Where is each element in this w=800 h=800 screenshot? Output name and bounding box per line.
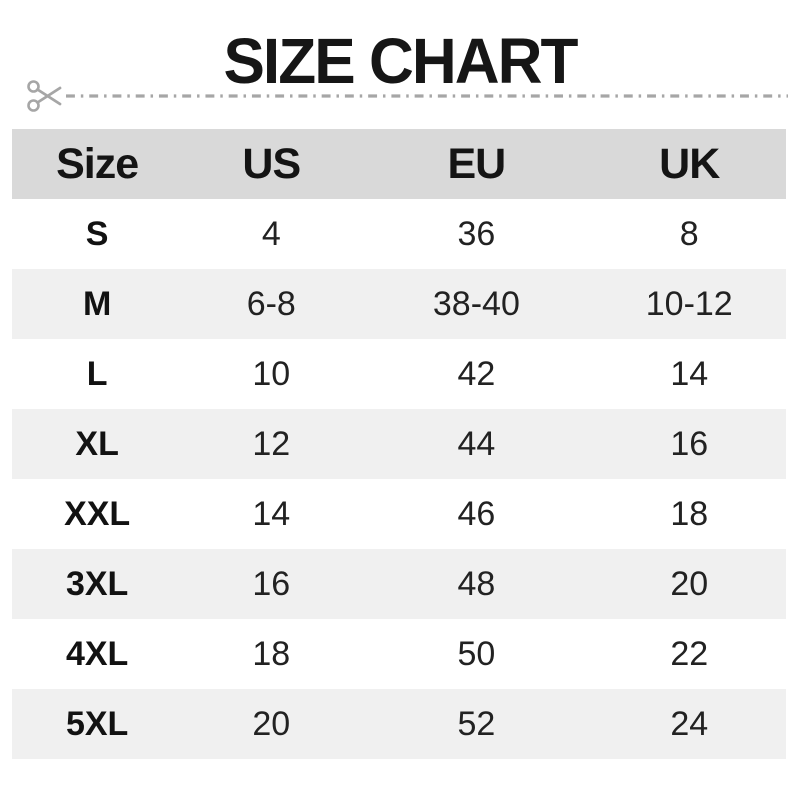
- us-cell: 10: [252, 354, 291, 393]
- table-row: L 10 42 14: [12, 339, 786, 409]
- uk-cell: 16: [592, 409, 786, 479]
- size-cell: 3XL: [12, 549, 183, 619]
- eu-cell: 42: [457, 354, 496, 393]
- us-cell: 16: [182, 549, 361, 619]
- us-cell: 18: [252, 634, 291, 673]
- uk-cell: 10-12: [592, 269, 786, 339]
- column-header-size: Size: [12, 129, 183, 199]
- table-row: XXL 14 46 18: [12, 479, 786, 549]
- table-row: S 4 36 8: [12, 199, 786, 269]
- dash-dot-rule: [66, 94, 788, 98]
- uk-cell: 24: [592, 689, 786, 759]
- table-row: 3XL 16 48 20: [12, 549, 786, 619]
- table-row: 4XL 18 50 22: [12, 619, 786, 689]
- column-header-us: US: [182, 129, 361, 199]
- column-header-eu: EU: [360, 129, 593, 199]
- size-cell: XXL: [64, 494, 131, 533]
- page-title: SIZE CHART: [223, 25, 578, 97]
- size-table: Size US EU UK S 4 36 8 M 6-8 38-40 10-12 L 10 42 14 XL 1…: [12, 129, 786, 759]
- table-row: 5XL 20 52 24: [12, 689, 786, 759]
- eu-cell: 38-40: [360, 269, 593, 339]
- size-table-body: S 4 36 8 M 6-8 38-40 10-12 L 10 42 14 XL 12 44 16 XXL 14 4…: [12, 199, 786, 759]
- us-cell: 14: [252, 494, 291, 533]
- uk-cell: 14: [670, 354, 709, 393]
- uk-cell: 18: [670, 494, 709, 533]
- eu-cell: 50: [457, 634, 496, 673]
- eu-cell: 52: [360, 689, 593, 759]
- table-row: M 6-8 38-40 10-12: [12, 269, 786, 339]
- us-cell: 20: [182, 689, 361, 759]
- scissors-icon: [27, 80, 62, 112]
- size-cell: L: [86, 354, 108, 393]
- size-cell: M: [12, 269, 183, 339]
- uk-cell: 22: [670, 634, 709, 673]
- us-cell: 6-8: [182, 269, 361, 339]
- size-cell: 4XL: [65, 634, 129, 673]
- us-cell: 4: [261, 214, 281, 253]
- size-cell: XL: [12, 409, 183, 479]
- eu-cell: 48: [360, 549, 593, 619]
- uk-cell: 8: [679, 214, 699, 253]
- column-header-uk: UK: [592, 129, 786, 199]
- size-cell: 5XL: [12, 689, 183, 759]
- size-table-header: Size US EU UK: [12, 129, 786, 199]
- size-cell: S: [85, 214, 109, 253]
- eu-cell: 36: [457, 214, 496, 253]
- uk-cell: 20: [592, 549, 786, 619]
- eu-cell: 46: [457, 494, 496, 533]
- header-row: Size US EU UK: [12, 129, 786, 199]
- eu-cell: 44: [360, 409, 593, 479]
- us-cell: 12: [182, 409, 361, 479]
- table-row: XL 12 44 16: [12, 409, 786, 479]
- cut-here-line: [26, 77, 788, 115]
